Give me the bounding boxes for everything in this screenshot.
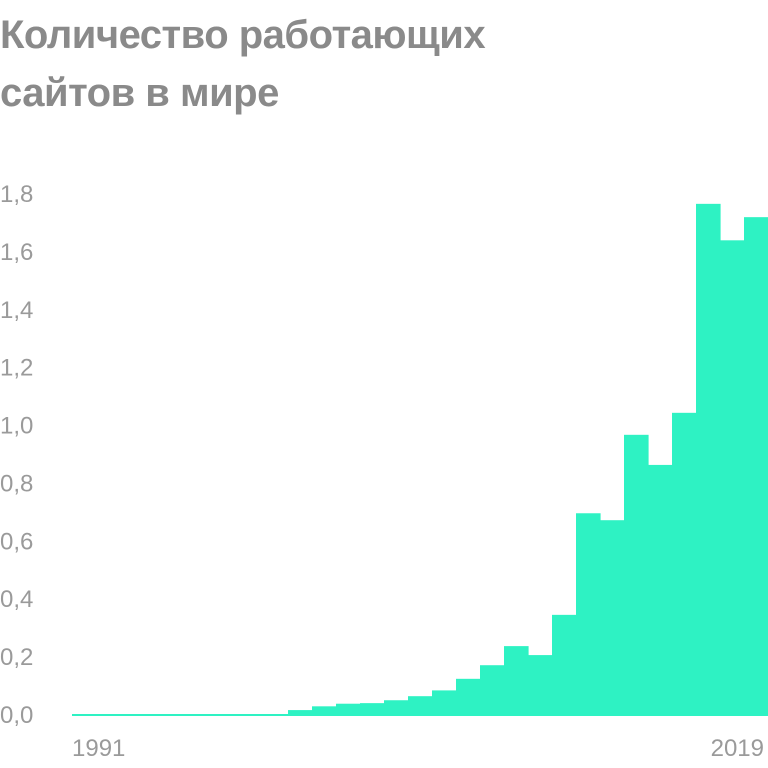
- bar-2003: [360, 703, 385, 715]
- bar-2013: [600, 520, 625, 715]
- bar-2017: [696, 203, 721, 715]
- y-tick-label: 0,2: [0, 644, 33, 671]
- bar-2011: [552, 614, 577, 715]
- bar-2019: [744, 217, 768, 715]
- y-tick-label: 1,0: [0, 413, 33, 440]
- bar-2004: [384, 700, 409, 715]
- chart-title: Количество работающих сайтов в мире: [0, 6, 640, 122]
- x-tick-label: 1991: [72, 735, 125, 762]
- y-tick-label: 1,6: [0, 239, 33, 266]
- x-tick-label: 2019: [711, 735, 764, 762]
- x-axis: 1991 2019: [72, 735, 764, 762]
- bar-2008: [480, 665, 505, 715]
- bar-2002: [336, 703, 361, 715]
- y-tick-label: 0,8: [0, 470, 33, 497]
- y-tick-label: 1,8: [0, 181, 33, 208]
- chart-title-line-1: Количество работающих: [0, 13, 486, 57]
- y-tick-label: 0,6: [0, 528, 33, 555]
- y-tick-label: 1,4: [0, 297, 33, 324]
- bar-2016: [672, 412, 697, 715]
- bar-2010: [528, 655, 553, 715]
- y-tick-label: 1,2: [0, 355, 33, 382]
- chart-title-line-2: сайтов в мире: [0, 71, 279, 115]
- bar-2009: [504, 646, 529, 715]
- y-axis: 0,0 0,2 0,4 0,6 0,8 1,0 1,2 1,4 1,6 1,8: [0, 181, 33, 729]
- bar-2006: [432, 690, 457, 715]
- bar-2018: [720, 240, 745, 716]
- y-tick-label: 0,0: [0, 702, 33, 729]
- bars: [288, 203, 768, 716]
- y-tick-label: 0,4: [0, 586, 33, 613]
- bar-2012: [576, 513, 601, 715]
- bar-2015: [648, 464, 673, 715]
- bar-2007: [456, 678, 481, 715]
- bar-2000: [288, 710, 313, 715]
- bar-2005: [408, 696, 433, 715]
- bar-2014: [624, 434, 649, 715]
- bar-2001: [312, 706, 337, 715]
